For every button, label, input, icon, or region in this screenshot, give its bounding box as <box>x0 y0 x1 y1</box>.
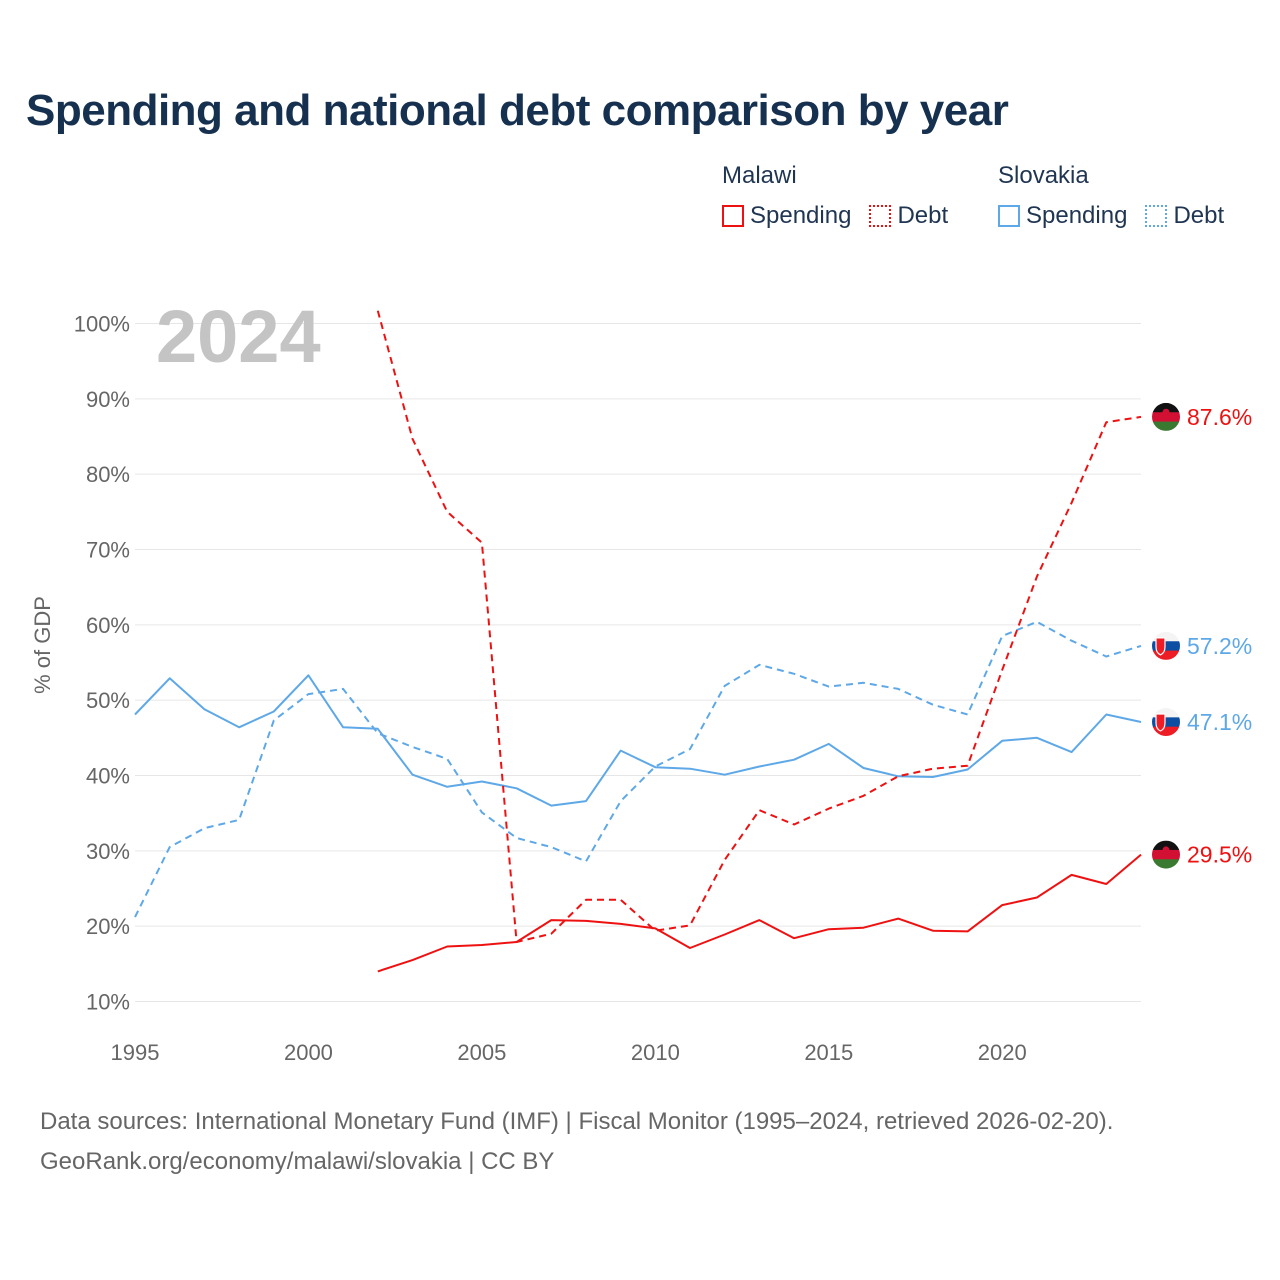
y-tick-label: 70% <box>86 538 130 563</box>
slovakia-flag-icon <box>1152 631 1180 660</box>
y-tick-label: 20% <box>86 914 130 939</box>
end-value-label: 47.1% <box>1187 709 1252 735</box>
legend-malawi-debt[interactable]: Debt <box>869 202 948 230</box>
y-tick-label: 100% <box>74 312 130 337</box>
y-tick-label: 10% <box>86 990 130 1015</box>
y-tick-label: 80% <box>86 462 130 487</box>
legend-entry-label: Spending <box>1026 202 1128 229</box>
series-lines <box>134 310 1142 973</box>
x-tick-label: 2015 <box>804 1040 853 1065</box>
malawi-flag-icon <box>1152 402 1180 431</box>
dotted-line-swatch-icon <box>869 205 892 227</box>
slovakia-flag-icon <box>1152 708 1180 737</box>
x-tick-label: 2010 <box>631 1040 680 1065</box>
series-line-malawi-debt[interactable] <box>376 310 1142 943</box>
series-line-slovakia-debt[interactable] <box>134 620 1142 918</box>
x-tick-label: 2005 <box>457 1040 506 1065</box>
end-value-label: 87.6% <box>1187 404 1252 430</box>
data-source-note: Data sources: International Monetary Fun… <box>40 1108 1114 1135</box>
legend-group-slovakia: Slovakia Spending Debt <box>998 162 1224 230</box>
y-tick-label: 30% <box>86 839 130 864</box>
end-value-label: 57.2% <box>1187 633 1252 659</box>
legend-group-label: Malawi <box>722 162 797 189</box>
legend-malawi-spending[interactable]: Spending <box>722 202 851 230</box>
legend-group-label: Slovakia <box>998 162 1089 189</box>
legend-entry-label: Spending <box>750 202 852 229</box>
legend-entry-label: Debt <box>897 202 949 229</box>
y-tick-label: 90% <box>86 387 130 412</box>
solid-line-swatch-icon <box>998 205 1020 227</box>
y-tick-label: 40% <box>86 764 130 789</box>
x-tick-label: 2000 <box>284 1040 333 1065</box>
x-tick-label: 1995 <box>111 1040 160 1065</box>
year-watermark: 2024 <box>156 295 321 378</box>
end-markers: 57.2% 47.1% 87.6% 29.5% <box>1152 402 1252 869</box>
legend-slovakia-spending[interactable]: Spending <box>998 202 1127 230</box>
y-tick-label: 60% <box>86 613 130 638</box>
x-tick-label: 2020 <box>978 1040 1027 1065</box>
legend-group-malawi: Malawi Spending Debt <box>722 162 948 230</box>
y-tick-label: 50% <box>86 688 130 713</box>
y-axis-title: % of GDP <box>30 596 55 694</box>
gridlines <box>135 323 1141 1002</box>
axis-ticks: 10% 20% 30% 40% 50% 60% 70% 80% 90% 100% 1995 2000 2… <box>74 312 1027 1066</box>
legend-entry-label: Debt <box>1173 202 1225 229</box>
dotted-line-swatch-icon <box>1145 205 1168 227</box>
series-line-slovakia-spending[interactable] <box>134 674 1142 807</box>
end-value-label: 29.5% <box>1187 842 1252 868</box>
page-title: Spending and national debt comparison by… <box>26 86 1009 135</box>
attribution-link[interactable]: GeoRank.org/economy/malawi/slovakia | CC… <box>40 1148 555 1175</box>
legend-slovakia-debt[interactable]: Debt <box>1145 202 1224 230</box>
solid-line-swatch-icon <box>722 205 744 227</box>
series-line-malawi-spending[interactable] <box>377 853 1142 973</box>
malawi-flag-icon <box>1152 840 1180 869</box>
